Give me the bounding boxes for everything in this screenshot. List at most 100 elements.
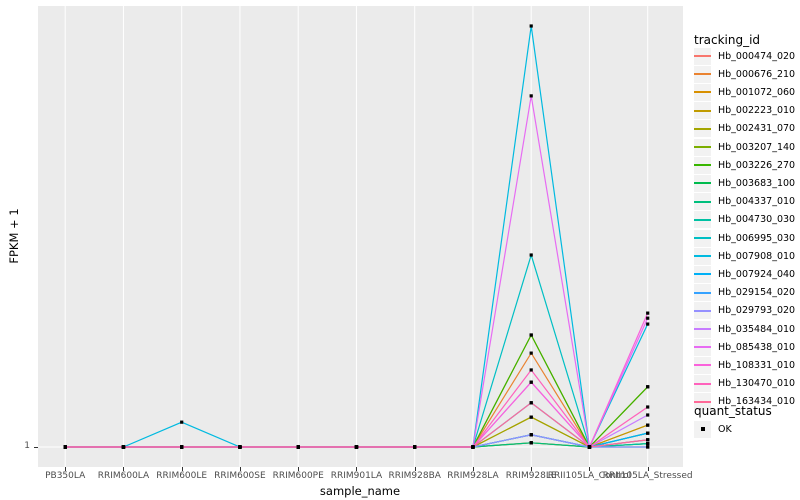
- legend-key-swatch: [694, 211, 711, 229]
- x-axis-tick-mark: [123, 467, 125, 471]
- x-tick-label-RRII105LA_Control: RRII105LA_Control: [547, 471, 632, 481]
- legend-key-line: [694, 182, 711, 185]
- legend-key-line: [694, 73, 711, 76]
- legend-key-swatch: [694, 229, 711, 247]
- legend-item-label: Hb_001072_060: [718, 86, 796, 98]
- x-tick-label-RRIM600LE: RRIM600LE: [156, 471, 208, 481]
- data-point-marker: [646, 423, 650, 427]
- legend-item-label: Hb_000474_020: [718, 50, 796, 62]
- x-tick-label-RRIM600LA: RRIM600LA: [97, 471, 150, 481]
- legend-item: Hb_002223_010: [694, 102, 795, 120]
- legend-key-line: [694, 200, 711, 203]
- legend-item-label: Hb_003683_100: [718, 177, 796, 189]
- data-point-marker: [238, 445, 242, 449]
- legend-item: Hb_001072_060: [694, 83, 795, 101]
- x-tick-label-RRIM928LA: RRIM928LA: [447, 471, 499, 481]
- data-point-marker: [646, 445, 650, 449]
- data-point-marker: [529, 433, 533, 437]
- data-point-marker: [529, 351, 533, 355]
- legend-item-label: Hb_029793_020: [718, 305, 796, 317]
- legend-item: Hb_002431_070: [694, 120, 795, 138]
- legend-item-label: Hb_108331_010: [718, 359, 796, 371]
- data-point-marker: [529, 333, 533, 337]
- x-axis-tick-mark: [239, 467, 241, 471]
- data-point-marker: [646, 413, 650, 417]
- legend-key-swatch: [694, 247, 711, 265]
- legend-key-swatch: [694, 375, 711, 393]
- y-axis-tick-label: 1: [24, 441, 30, 451]
- legend-item: Hb_163434_010: [694, 393, 795, 411]
- data-point-marker: [646, 405, 650, 409]
- legend-key-swatch: [694, 120, 711, 138]
- data-point-marker: [529, 401, 533, 405]
- y-axis-tick-mark: [34, 447, 38, 448]
- legend-key-swatch: [694, 265, 711, 283]
- legend-key-line: [694, 91, 711, 94]
- legend-key-swatch: [694, 174, 711, 192]
- data-point-marker: [587, 445, 592, 449]
- legend-item: Hb_004730_030: [694, 211, 795, 229]
- legend-title-quant-status: quant_status: [694, 404, 772, 418]
- x-tick-label-RRIM928BA: RRIM928BA: [388, 471, 441, 481]
- data-point-marker: [529, 368, 533, 372]
- legend-item: Hb_003226_270: [694, 156, 795, 174]
- legend-title-tracking-id: tracking_id: [694, 33, 761, 47]
- x-tick-label-PB350LA: PB350LA: [45, 471, 86, 481]
- legend-key-swatch: [694, 320, 711, 338]
- legend-item-label: OK: [718, 423, 732, 435]
- legend-item: Hb_000474_020: [694, 47, 795, 65]
- legend-item-quant: OK: [694, 420, 732, 438]
- legend-key-swatch: [694, 420, 711, 438]
- data-point-marker: [646, 322, 650, 326]
- data-point-marker: [63, 445, 67, 449]
- y-axis-title: FPKM + 1: [7, 208, 21, 264]
- legend-key-line: [694, 146, 711, 148]
- x-axis-tick-mark: [531, 467, 533, 471]
- data-point-marker: [646, 442, 650, 446]
- data-point-marker: [354, 445, 359, 449]
- x-tick-label-RRIM928LE: RRIM928LE: [505, 471, 557, 481]
- legend-item: Hb_108331_010: [694, 356, 795, 374]
- legend-key-line: [694, 218, 711, 221]
- chart-canvas: [38, 6, 683, 467]
- legend-item: Hb_029793_020: [694, 302, 795, 320]
- legend-item: Hb_004337_010: [694, 193, 795, 211]
- legend-item-label: Hb_035484_010: [718, 323, 796, 335]
- data-point-marker: [529, 253, 533, 257]
- black-square-icon: [700, 427, 705, 431]
- x-tick-label-RRIM600SE: RRIM600SE: [214, 471, 266, 481]
- legend-item-label: Hb_000676_210: [718, 68, 796, 80]
- data-point-marker: [529, 415, 533, 419]
- legend-item-label: Hb_003226_270: [718, 159, 796, 171]
- legend-item: Hb_007908_010: [694, 247, 795, 265]
- data-point-marker: [121, 445, 126, 449]
- legend-item-label: Hb_007908_010: [718, 250, 796, 262]
- legend-key-line: [694, 400, 711, 403]
- legend-item: Hb_029154_020: [694, 284, 795, 302]
- legend-item-label: Hb_002223_010: [718, 105, 796, 117]
- x-axis-tick-mark: [414, 467, 416, 471]
- legend-key-swatch: [694, 338, 711, 356]
- legend-key-line: [694, 255, 711, 258]
- legend-key-line: [694, 273, 711, 276]
- x-tick-label-RRIM901LA: RRIM901LA: [330, 471, 383, 481]
- legend-item-label: Hb_029154_020: [718, 287, 796, 299]
- legend-item-label: Hb_130470_010: [718, 378, 796, 390]
- x-axis-tick-mark: [356, 467, 358, 471]
- legend-key-swatch: [694, 193, 711, 211]
- legend-item: Hb_006995_030: [694, 229, 795, 247]
- legend-key-swatch: [694, 47, 711, 65]
- legend-key-swatch: [694, 83, 711, 101]
- legend-key-swatch: [694, 65, 711, 83]
- legend-key-swatch: [694, 393, 711, 411]
- legend-key-swatch: [694, 156, 711, 174]
- legend-item: Hb_003207_140: [694, 138, 795, 156]
- data-point-marker: [180, 420, 184, 424]
- legend-item: Hb_007924_040: [694, 265, 795, 283]
- data-point-marker: [646, 438, 650, 442]
- legend-key-swatch: [694, 284, 711, 302]
- legend-item-label: Hb_004337_010: [718, 196, 796, 208]
- plot-panel: [38, 6, 683, 467]
- legend-item-label: Hb_163434_010: [718, 396, 796, 408]
